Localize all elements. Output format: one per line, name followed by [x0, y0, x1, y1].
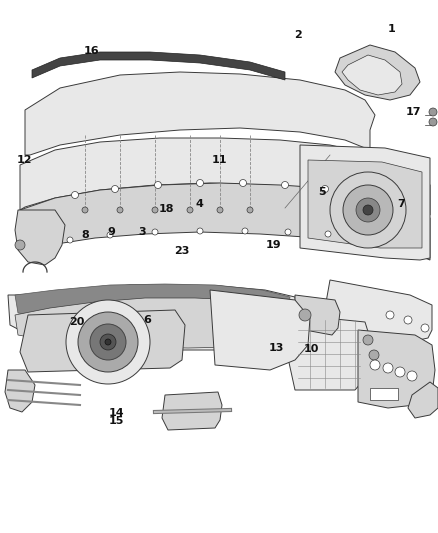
Text: 23: 23 — [174, 246, 190, 255]
Circle shape — [240, 180, 247, 187]
Circle shape — [285, 229, 291, 235]
Text: 12: 12 — [16, 155, 32, 165]
Circle shape — [197, 228, 203, 234]
Circle shape — [152, 229, 158, 235]
Circle shape — [363, 335, 373, 345]
Circle shape — [78, 312, 138, 372]
Polygon shape — [15, 284, 290, 317]
Text: 6: 6 — [143, 315, 151, 325]
Polygon shape — [325, 280, 432, 342]
Circle shape — [187, 207, 193, 213]
Circle shape — [325, 231, 331, 237]
Text: 4: 4 — [195, 199, 203, 208]
Circle shape — [112, 185, 119, 192]
Polygon shape — [20, 183, 430, 260]
Circle shape — [82, 207, 88, 213]
Circle shape — [217, 207, 223, 213]
Circle shape — [71, 191, 78, 198]
Bar — [370, 388, 398, 400]
Circle shape — [383, 363, 393, 373]
Polygon shape — [335, 45, 420, 100]
Circle shape — [282, 182, 289, 189]
Circle shape — [107, 232, 113, 238]
Circle shape — [105, 339, 111, 345]
Polygon shape — [308, 160, 422, 248]
Circle shape — [299, 309, 311, 321]
Polygon shape — [300, 145, 430, 260]
Text: 1: 1 — [388, 25, 396, 34]
Text: 8: 8 — [81, 230, 89, 239]
Polygon shape — [408, 382, 438, 418]
Circle shape — [429, 118, 437, 126]
Polygon shape — [25, 72, 375, 155]
Text: 11: 11 — [211, 155, 227, 165]
Circle shape — [321, 185, 328, 192]
Circle shape — [242, 228, 248, 234]
Circle shape — [197, 180, 204, 187]
Text: 9: 9 — [108, 227, 116, 237]
Text: 15: 15 — [108, 416, 124, 426]
Text: 13: 13 — [268, 343, 284, 352]
Text: 3: 3 — [138, 227, 146, 237]
Circle shape — [15, 240, 25, 250]
Circle shape — [152, 207, 158, 213]
Polygon shape — [210, 290, 310, 370]
Polygon shape — [8, 285, 298, 350]
Text: 19: 19 — [266, 240, 282, 250]
Text: 7: 7 — [397, 199, 405, 208]
Circle shape — [386, 311, 394, 319]
Circle shape — [395, 367, 405, 377]
Circle shape — [100, 334, 116, 350]
Circle shape — [396, 201, 403, 208]
Circle shape — [365, 235, 371, 241]
Polygon shape — [162, 392, 222, 430]
Text: 5: 5 — [318, 187, 326, 197]
Text: 20: 20 — [69, 318, 85, 327]
Polygon shape — [5, 370, 35, 412]
Circle shape — [363, 205, 373, 215]
Polygon shape — [20, 138, 430, 215]
Text: 2: 2 — [294, 30, 302, 39]
Polygon shape — [295, 295, 340, 335]
Circle shape — [117, 207, 123, 213]
Circle shape — [67, 237, 73, 243]
Circle shape — [247, 207, 253, 213]
Circle shape — [357, 191, 364, 198]
Circle shape — [407, 371, 417, 381]
Text: 18: 18 — [159, 204, 174, 214]
Text: 10: 10 — [303, 344, 319, 354]
Polygon shape — [15, 210, 65, 265]
Polygon shape — [15, 298, 278, 348]
Circle shape — [66, 300, 150, 384]
Polygon shape — [20, 310, 185, 372]
Circle shape — [330, 172, 406, 248]
Polygon shape — [288, 315, 370, 390]
Circle shape — [370, 360, 380, 370]
Circle shape — [429, 108, 437, 116]
Circle shape — [90, 324, 126, 360]
Circle shape — [343, 185, 393, 235]
Circle shape — [356, 198, 380, 222]
Circle shape — [421, 324, 429, 332]
Polygon shape — [358, 330, 435, 408]
Circle shape — [155, 182, 162, 189]
Circle shape — [404, 316, 412, 324]
Text: 17: 17 — [406, 107, 422, 117]
Circle shape — [369, 350, 379, 360]
Polygon shape — [32, 52, 285, 80]
Text: 16: 16 — [84, 46, 100, 55]
Polygon shape — [342, 55, 402, 95]
Text: 14: 14 — [108, 408, 124, 418]
